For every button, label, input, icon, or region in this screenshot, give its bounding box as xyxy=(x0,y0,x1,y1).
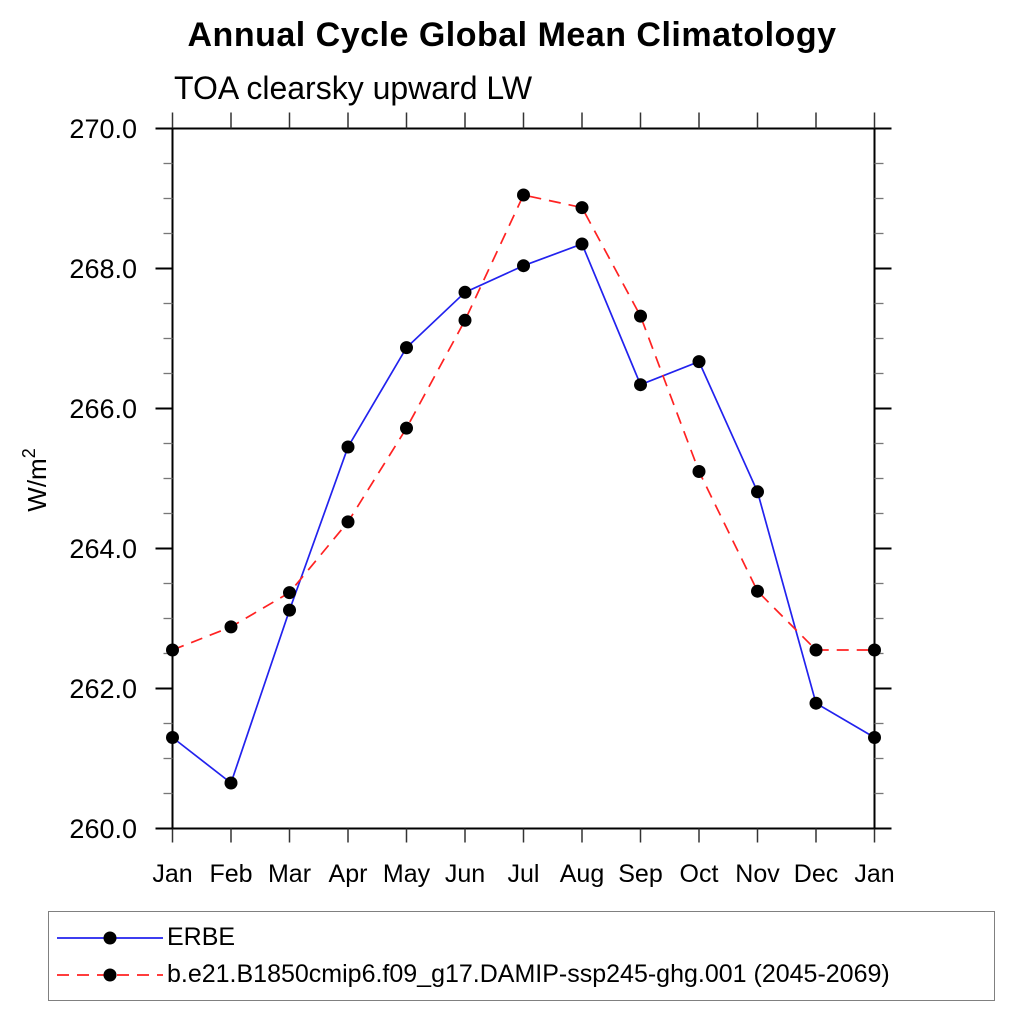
data-marker xyxy=(868,731,881,744)
legend-sample-marker xyxy=(103,968,117,981)
data-marker xyxy=(751,584,764,598)
chart-subtitle: TOA clearsky upward LW xyxy=(174,70,533,106)
x-tick-label: Feb xyxy=(209,860,252,888)
x-tick-label: Sep xyxy=(618,860,662,888)
data-marker xyxy=(575,237,589,251)
legend-sample-marker xyxy=(103,931,117,944)
y-tick-label: 262.0 xyxy=(69,674,137,704)
data-marker xyxy=(809,696,823,710)
chart-title: Annual Cycle Global Mean Climatology xyxy=(187,16,837,54)
data-marker xyxy=(400,341,413,355)
legend-label-model: b.e21.B1850cmip6.f09_g17.DAMIP-ssp245-gh… xyxy=(167,960,890,988)
y-tick-label: 260.0 xyxy=(69,814,137,844)
y-axis-label: W/m2 xyxy=(19,448,52,511)
data-marker xyxy=(517,188,530,202)
data-marker xyxy=(692,355,706,369)
data-marker xyxy=(692,465,706,478)
data-marker xyxy=(283,586,296,600)
legend-line-sample-model xyxy=(57,968,163,981)
y-tick-label: 266.0 xyxy=(69,394,137,424)
x-tick-label: May xyxy=(383,860,431,888)
data-marker xyxy=(283,603,296,617)
data-marker xyxy=(751,485,764,499)
y-tick-label: 268.0 xyxy=(69,254,137,284)
data-marker xyxy=(634,309,647,323)
data-marker xyxy=(341,515,355,529)
legend-line-sample-erbe xyxy=(57,931,163,944)
x-tick-label: Jan xyxy=(152,860,192,888)
data-marker xyxy=(166,731,179,744)
data-marker xyxy=(224,776,238,790)
x-tick-label: Jun xyxy=(445,860,485,888)
data-marker xyxy=(575,201,589,215)
data-marker xyxy=(458,313,472,327)
data-marker xyxy=(400,421,413,435)
x-tick-label: Jan xyxy=(854,860,894,888)
data-marker xyxy=(341,440,355,454)
plot-frame xyxy=(171,127,876,830)
legend-label-erbe: ERBE xyxy=(167,923,236,951)
x-tick-label: Jul xyxy=(508,860,540,888)
data-marker xyxy=(517,259,530,273)
x-tick-label: Dec xyxy=(794,860,838,888)
x-tick-label: Aug xyxy=(560,860,604,888)
data-marker xyxy=(809,643,823,657)
data-marker xyxy=(634,378,647,392)
x-tick-label: Oct xyxy=(680,860,719,888)
legend-item-erbe: ERBE xyxy=(55,923,994,953)
series-line-0 xyxy=(171,242,875,785)
data-marker xyxy=(868,643,881,657)
x-tick-label: Mar xyxy=(268,860,311,888)
legend-box: ERBE b.e21.B1850cmip6.f09_g17.DAMIP-ssp2… xyxy=(48,911,995,1001)
y-tick-label: 264.0 xyxy=(69,534,137,564)
x-tick-label: Apr xyxy=(329,860,368,888)
x-tick-label: Nov xyxy=(735,860,780,888)
y-tick-label: 270.0 xyxy=(69,114,137,144)
data-marker xyxy=(458,285,472,299)
legend-item-model: b.e21.B1850cmip6.f09_g17.DAMIP-ssp245-gh… xyxy=(55,960,994,990)
data-marker xyxy=(224,620,238,634)
data-marker xyxy=(166,643,179,657)
